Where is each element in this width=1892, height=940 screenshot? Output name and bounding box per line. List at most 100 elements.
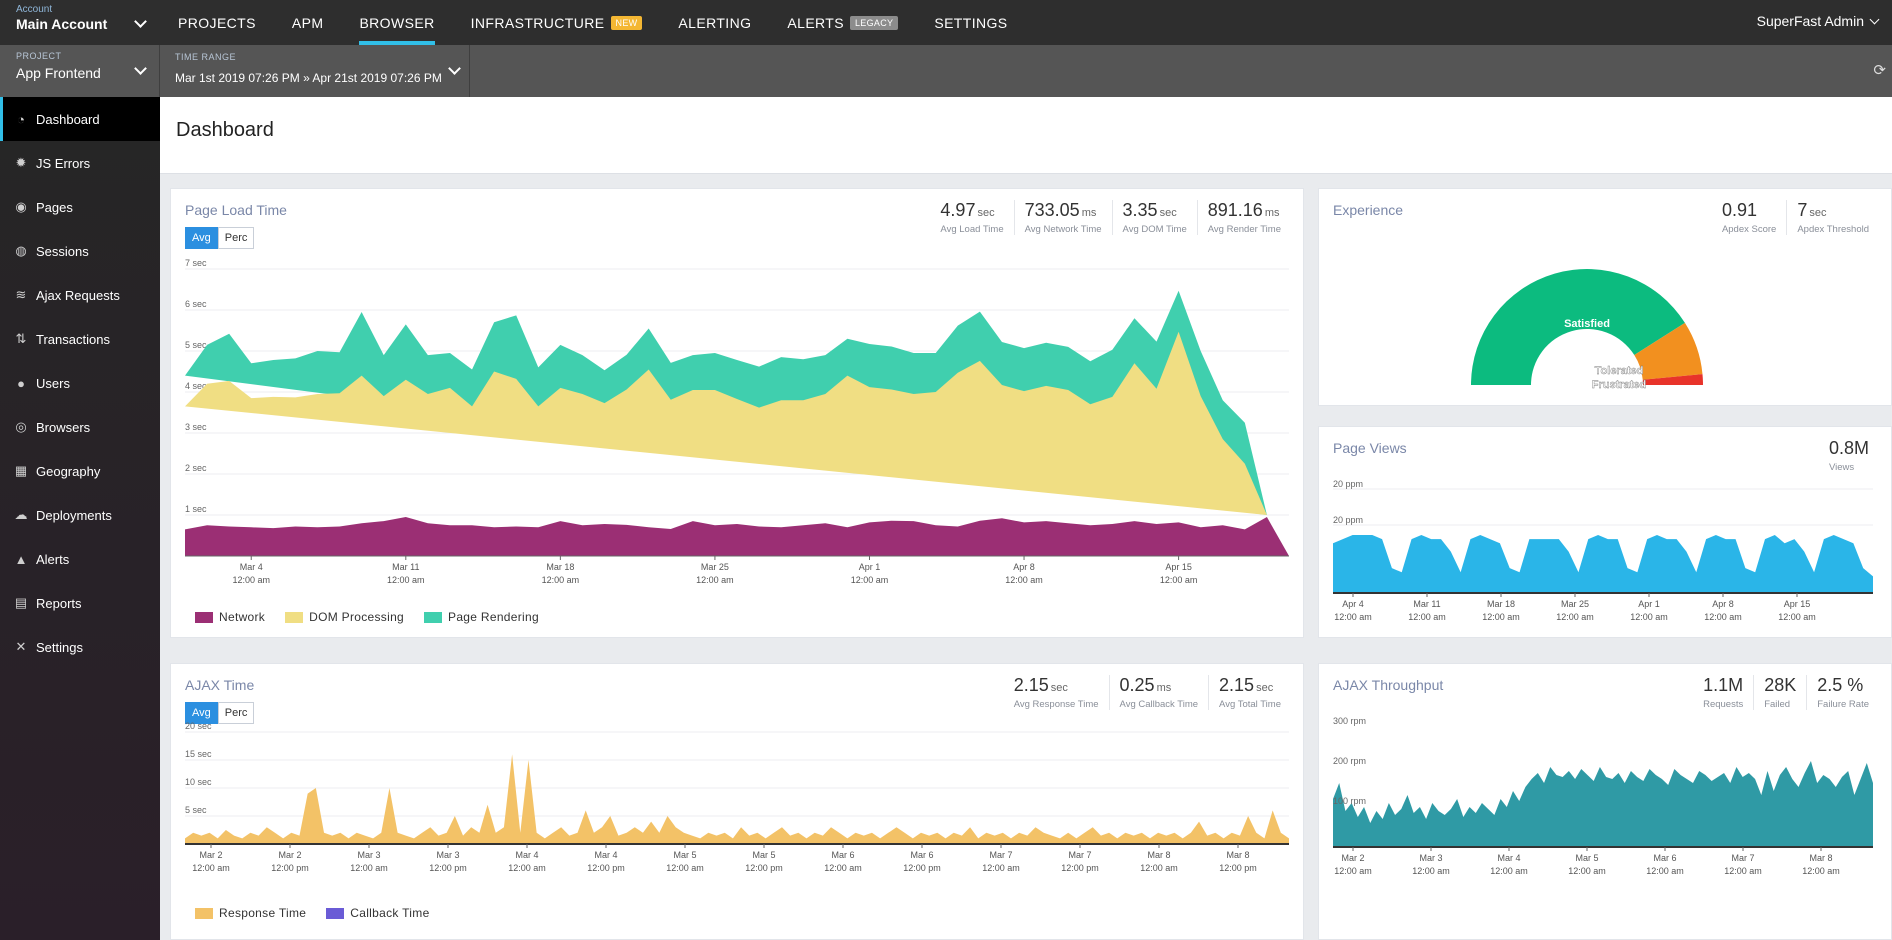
- ajax-time-chart: 5 sec 10 sec 15 sec 20 sec Mar 2 12:00 am Mar …: [185, 721, 1289, 873]
- ajax-throughput-y-tick-label: 100 rpm: [1333, 796, 1366, 806]
- nav-apm[interactable]: APM: [274, 0, 342, 45]
- sidebar-item-label: Deployments: [36, 507, 112, 523]
- page-views-x-tick-label: Mar 25: [1561, 599, 1589, 609]
- stat-value-row: 2.15 sec: [1014, 675, 1099, 696]
- stat-caption: Apdex Score: [1721, 224, 1777, 235]
- sidebar-item-label: Ajax Requests: [36, 287, 120, 303]
- gauge-label-frustrated: Frustrated: [1592, 379, 1646, 391]
- ajax-time-y-tick-label: 15 sec: [185, 749, 212, 759]
- page-load-x-tick-label: Apr 1: [859, 562, 881, 572]
- sidebar-item-ajax-requests[interactable]: ≋ Ajax Requests: [0, 273, 160, 317]
- stat-value-row: 2.15 sec: [1219, 675, 1281, 696]
- ajax-time-x-tick-sublabel: 12:00 am: [1140, 863, 1178, 873]
- map-icon: ▦: [14, 463, 28, 478]
- time-range-value: Mar 1st 2019 07:26 PM » Apr 21st 2019 07…: [175, 71, 442, 85]
- nav-browser[interactable]: BROWSER: [341, 0, 452, 45]
- apdex-gauge-chart: Satisfied Tolerated Frustrated: [1471, 268, 1703, 391]
- stat-value-row: 0.25 ms: [1120, 675, 1199, 696]
- page-load-x-tick-sublabel: 12:00 am: [232, 575, 270, 585]
- sidebar-item-pages[interactable]: ◉ Pages: [0, 185, 160, 229]
- ajax-time-x-tick-sublabel: 12:00 pm: [745, 863, 783, 873]
- sidebar-item-transactions[interactable]: ⇅ Transactions: [0, 317, 160, 361]
- sidebar-item-browsers[interactable]: ◎ Browsers: [0, 405, 160, 449]
- legend-item-network[interactable]: Network: [195, 610, 265, 624]
- nav-alerting[interactable]: ALERTING: [660, 0, 769, 45]
- stat-value-row: 733.05 ms: [1025, 200, 1102, 221]
- nav-label: APM: [291, 14, 324, 31]
- ajax-throughput-x-tick-sublabel: 12:00 am: [1490, 866, 1528, 876]
- ajax-time-y-tick-label: 5 sec: [185, 805, 207, 815]
- ajax-throughput-x-tick-sublabel: 12:00 am: [1724, 866, 1762, 876]
- avg-toggle-button[interactable]: Avg: [185, 227, 218, 249]
- product-nav: PROJECTS APM BROWSER INFRASTRUCTURE NEW ALERT…: [160, 0, 1026, 45]
- stat-value: 3.35: [1122, 200, 1158, 220]
- ajax-throughput-x-tick-label: Mar 7: [1731, 853, 1754, 863]
- stat-caption: Avg Render Time: [1207, 224, 1281, 235]
- sidebar-item-alerts[interactable]: ▲ Alerts: [0, 537, 160, 581]
- experience-card: Experience 0.91 Apdex Score 7 sec Apdex Thre…: [1318, 188, 1892, 406]
- ajax-perc-toggle-button[interactable]: Perc: [217, 702, 255, 724]
- stat-value-row: 7 sec: [1797, 200, 1869, 221]
- speedometer-icon: ◔: [17, 111, 25, 127]
- sidebar-item-settings[interactable]: ✕ Settings: [0, 625, 160, 669]
- legend-label: Response Time: [219, 906, 307, 920]
- stat-value-row: 2.5 %: [1817, 675, 1869, 696]
- stat-requests: 1.1M Requests: [1693, 675, 1753, 710]
- sidebar-item-deployments[interactable]: ☁ Deployments: [0, 493, 160, 537]
- sidebar-item-dashboard[interactable]: ◔ Dashboard: [0, 97, 160, 141]
- ajax-avg-toggle-button[interactable]: Avg: [185, 702, 218, 724]
- ajax-time-x-tick-label: Mar 5: [673, 850, 696, 860]
- page-load-y-tick-label: 4 sec: [185, 381, 207, 391]
- user-menu[interactable]: SuperFast Admin: [1757, 13, 1880, 29]
- sidebar-item-label: Settings: [36, 639, 83, 655]
- eye-icon: ◉: [15, 199, 27, 214]
- page-views-area: [1333, 535, 1873, 593]
- sidebar-item-reports[interactable]: ▤ Reports: [0, 581, 160, 625]
- ajax-time-x-tick-label: Mar 2: [199, 850, 222, 860]
- nav-projects[interactable]: PROJECTS: [160, 0, 274, 45]
- perc-toggle-button[interactable]: Perc: [217, 227, 255, 249]
- legend-item-page-rendering[interactable]: Page Rendering: [424, 610, 539, 624]
- legend-item-callback-time[interactable]: Callback Time: [326, 906, 429, 920]
- nav-settings[interactable]: SETTINGS: [916, 0, 1025, 45]
- stat-value: 733.05: [1024, 200, 1080, 220]
- sidebar-item-users[interactable]: ● Users: [0, 361, 160, 405]
- experience-stats: 0.91 Apdex Score 7 sec Apdex Threshold: [1712, 200, 1879, 235]
- project-selector[interactable]: PROJECT App Frontend: [0, 45, 160, 97]
- account-label: Account: [16, 4, 53, 15]
- legend-item-dom-processing[interactable]: DOM Processing: [285, 610, 404, 624]
- gauge-label-tolerated: Tolerated: [1595, 365, 1644, 377]
- page-load-x-tick-sublabel: 12:00 am: [387, 575, 425, 585]
- stat-unit: ms: [1156, 682, 1172, 694]
- stat-failed: 28K Failed: [1753, 675, 1806, 710]
- time-range-picker[interactable]: TIME RANGE Mar 1st 2019 07:26 PM » Apr 2…: [160, 45, 470, 97]
- report-icon: ▤: [14, 595, 28, 610]
- legend-swatch: [285, 611, 304, 623]
- sidebar-item-sessions[interactable]: ◍ Sessions: [0, 229, 160, 273]
- legend-item-response-time[interactable]: Response Time: [195, 906, 306, 920]
- page-load-x-tick-sublabel: 12:00 am: [542, 575, 580, 585]
- ajax-throughput-y-tick-label: 200 rpm: [1333, 756, 1366, 766]
- sidebar-item-js-errors[interactable]: ✹ JS Errors: [0, 141, 160, 185]
- sidebar-item-geography[interactable]: ▦ Geography: [0, 449, 160, 493]
- ajax-avg-perc-toggle: Avg Perc: [185, 702, 255, 724]
- stat-value: 4.97: [940, 200, 976, 220]
- page-load-x-tick-label: Mar 25: [701, 562, 729, 572]
- ajax-throughput-x-tick-sublabel: 12:00 am: [1646, 866, 1684, 876]
- legend-swatch: [424, 611, 443, 623]
- account-selector[interactable]: Account Main Account: [16, 4, 146, 32]
- nav-alerts[interactable]: ALERTS LEGACY: [769, 0, 916, 45]
- legend-swatch: [326, 907, 345, 919]
- page-load-x-tick-label: Mar 4: [240, 562, 263, 572]
- page-views-x-tick-label: Apr 15: [1784, 599, 1811, 609]
- nav-infrastructure[interactable]: INFRASTRUCTURE NEW: [453, 0, 661, 45]
- stat-unit: sec: [1159, 207, 1177, 219]
- ajax-time-x-tick-label: Mar 6: [910, 850, 933, 860]
- page-load-x-tick-sublabel: 12:00 am: [1160, 575, 1198, 585]
- legend-label: Callback Time: [350, 906, 430, 920]
- refresh-icon[interactable]: ⟳: [1873, 62, 1886, 79]
- page-views-x-tick-sublabel: 12:00 am: [1482, 612, 1520, 622]
- ajax-time-x-tick-label: Mar 5: [752, 850, 775, 860]
- transactions-icon: ⇅: [15, 331, 27, 346]
- stat-avg-network-time: 733.05 ms Avg Network Time: [1013, 200, 1112, 235]
